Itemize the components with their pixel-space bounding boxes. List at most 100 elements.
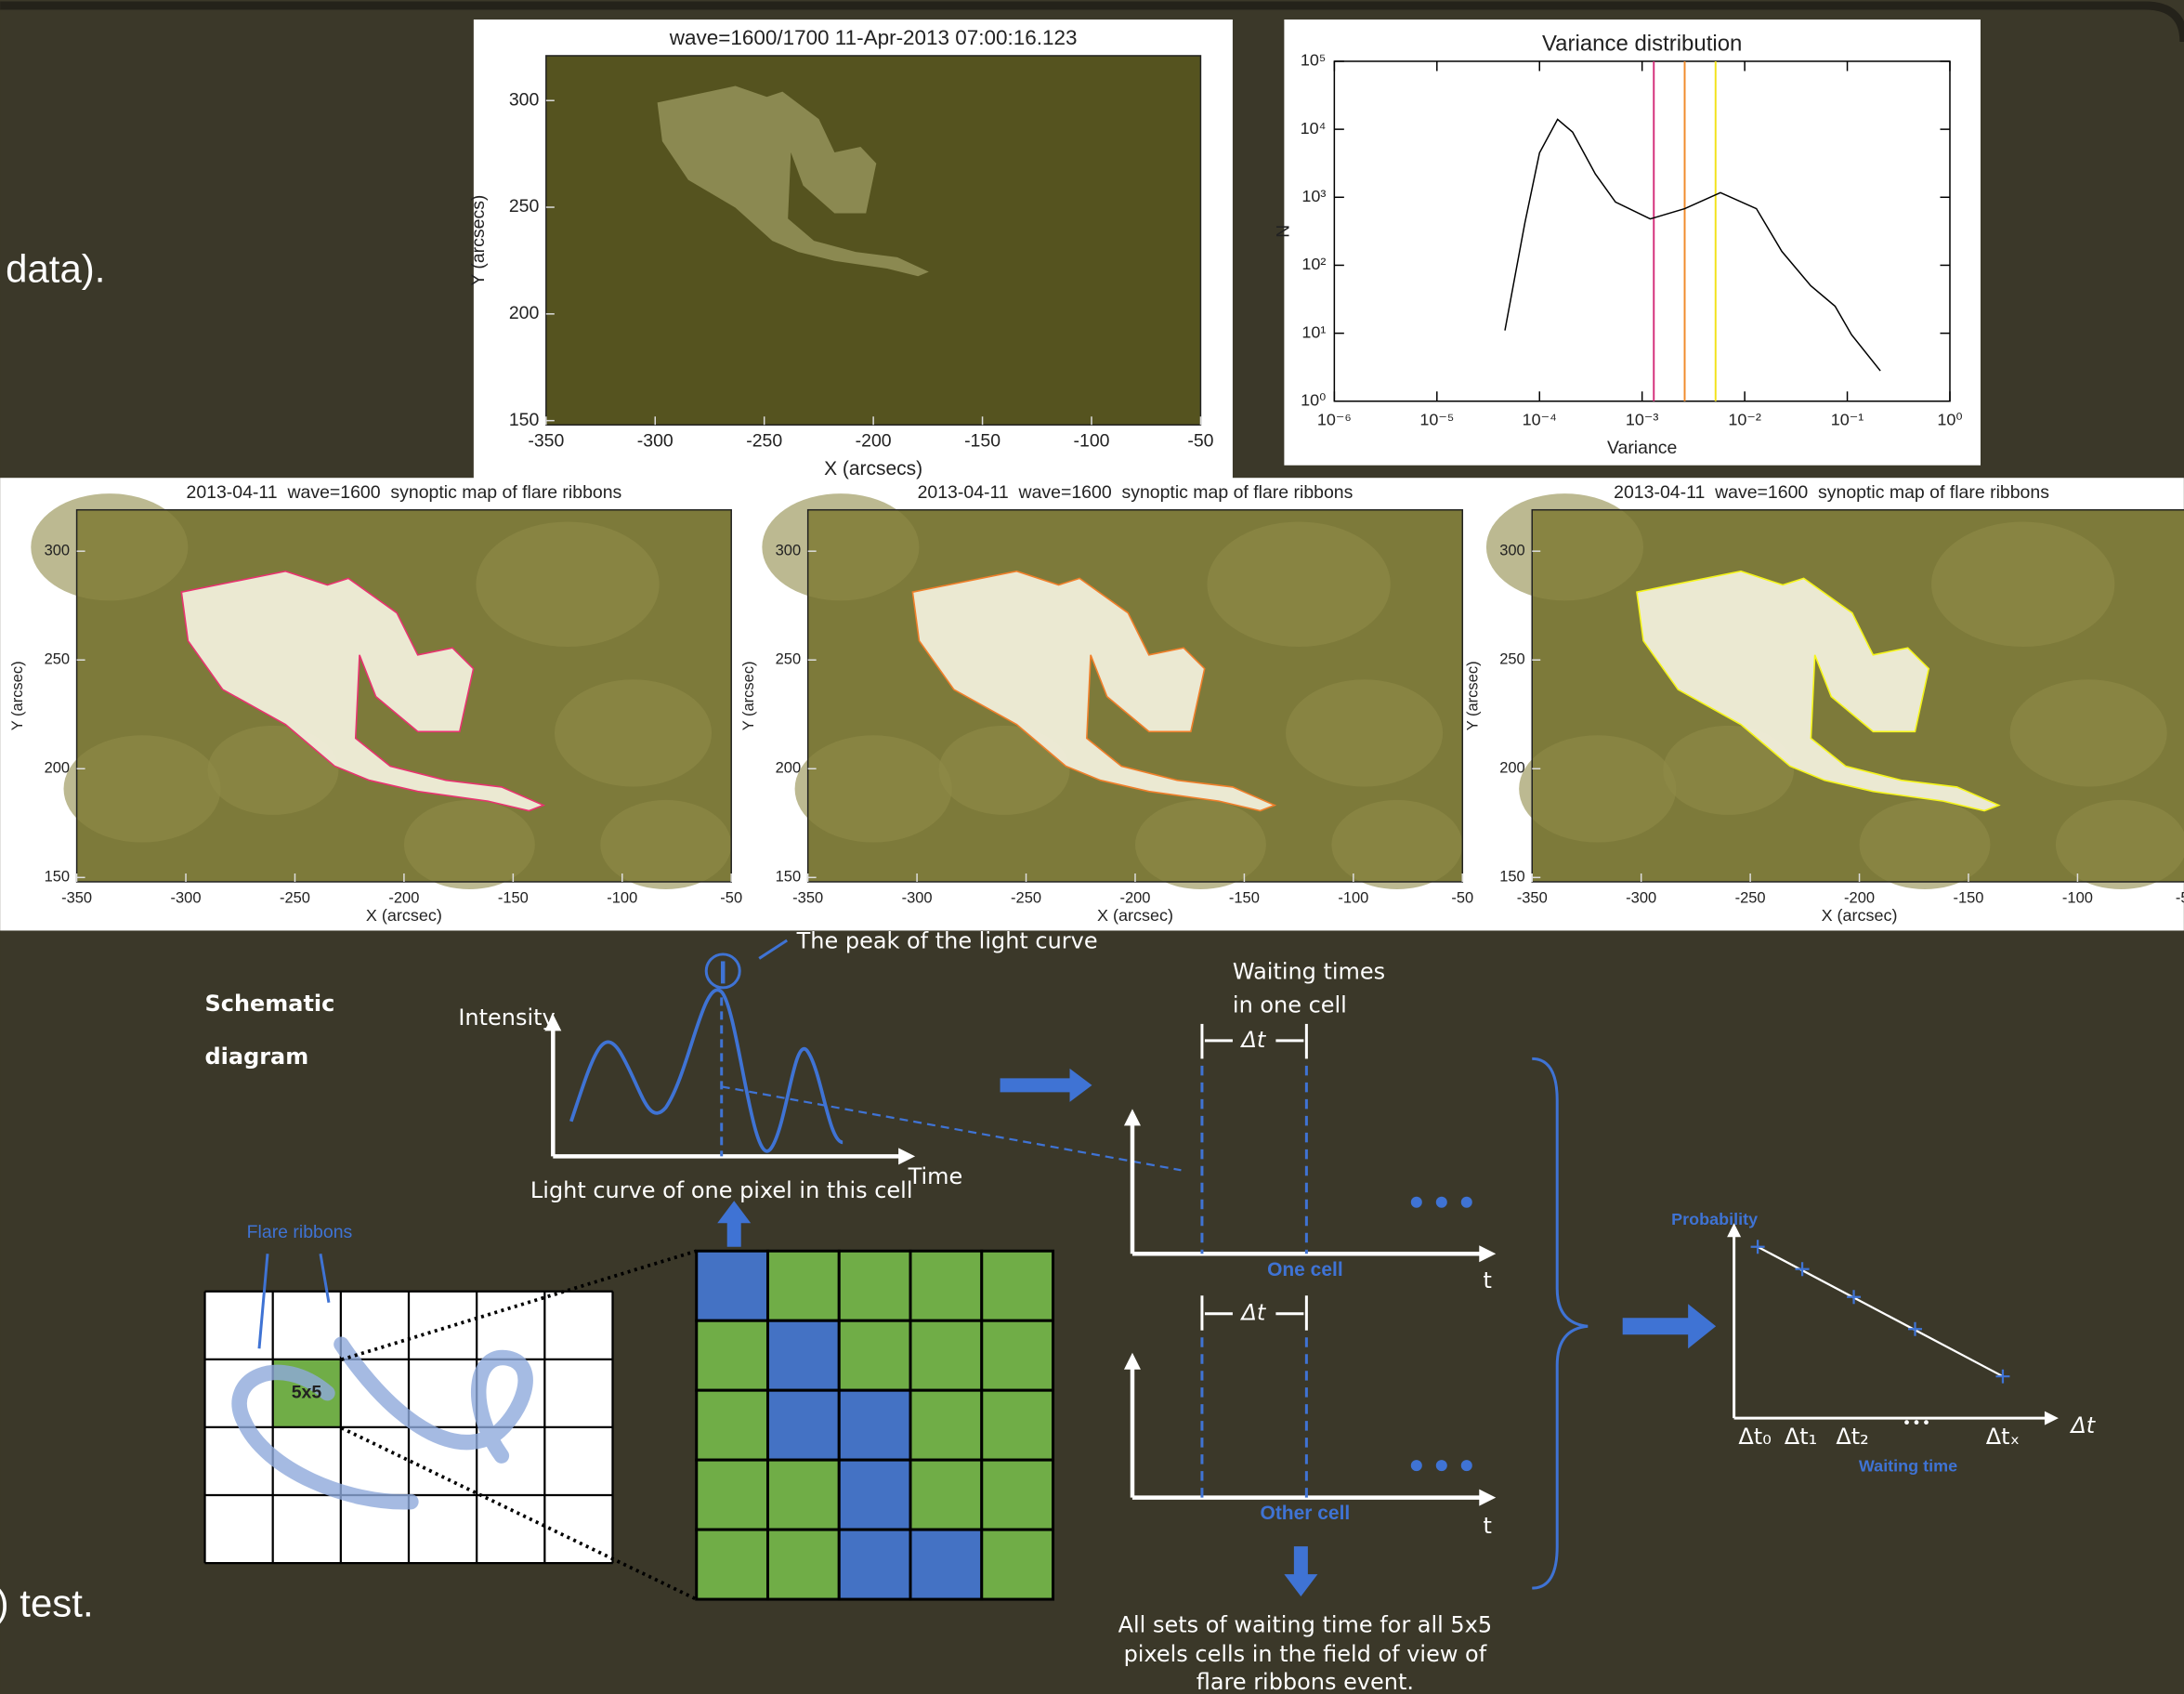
x-tick-label: -250 — [280, 889, 310, 906]
chart-title: Variance distribution — [1542, 31, 1742, 56]
texture — [1519, 735, 1676, 842]
x-tick-label: 10⁻⁵ — [1419, 411, 1454, 429]
label: Other cell — [1261, 1503, 1351, 1524]
chart-title: 2013-04-11 wave=1600 synoptic map of fla… — [187, 482, 622, 503]
tick-label: Δt₁ — [1785, 1424, 1817, 1450]
texture — [555, 679, 712, 786]
caption: pixels cells in the field of view of — [1124, 1641, 1487, 1667]
y-tick-label: 300 — [1499, 543, 1525, 559]
texture — [1207, 522, 1390, 647]
cell — [839, 1530, 910, 1599]
cell — [910, 1251, 982, 1320]
cell — [767, 1251, 839, 1320]
x-tick-label: -300 — [637, 430, 674, 451]
x-tick-label: 10⁻⁴ — [1523, 411, 1557, 429]
x-tick-label: 10⁻¹ — [1831, 411, 1864, 429]
cell — [697, 1460, 768, 1530]
y-tick-label: 150 — [776, 869, 802, 886]
cell — [982, 1390, 1053, 1460]
schematic-title: diagram — [205, 1044, 309, 1070]
y-axis-label: Y (arcsec) — [1465, 661, 1482, 730]
x-tick-label: -150 — [964, 430, 1000, 451]
texture — [1860, 800, 1991, 889]
axis-label: Probability — [1671, 1210, 1758, 1228]
cell — [982, 1460, 1053, 1530]
texture — [1286, 679, 1443, 786]
y-axis-label: Y (arcsecs) — [468, 195, 489, 286]
texture — [64, 735, 221, 842]
caption: All sets of waiting time for all 5x5 — [1118, 1612, 1492, 1638]
image — [546, 56, 1201, 425]
texture — [600, 800, 731, 889]
caption: flare ribbons event. — [1197, 1669, 1414, 1694]
cell — [982, 1530, 1053, 1599]
cell — [982, 1320, 1053, 1390]
x-tick-label: -200 — [388, 889, 419, 906]
x-tick-label: -200 — [1119, 889, 1150, 906]
y-tick-label: 200 — [509, 303, 540, 323]
x-axis-label: X (arcsecs) — [824, 458, 922, 479]
x-axis-label: X (arcsec) — [366, 906, 442, 925]
cell — [982, 1251, 1053, 1320]
x-axis-label: X (arcsec) — [1097, 906, 1173, 925]
cell — [910, 1460, 982, 1530]
y-tick-label: 10¹ — [1301, 322, 1326, 341]
cell — [697, 1251, 768, 1320]
x-tick-label: -250 — [746, 430, 782, 451]
cell — [910, 1320, 982, 1390]
y-tick-label: 10⁰ — [1301, 391, 1326, 410]
y-axis-label: N — [1274, 225, 1294, 238]
y-tick-label: 200 — [1499, 760, 1525, 777]
chart-title: 2013-04-11 wave=1600 synoptic map of fla… — [1614, 482, 2049, 503]
fragment: data). — [6, 246, 105, 290]
y-axis-label: Y (arcsec) — [9, 661, 26, 730]
axis-label: Intensity — [458, 1005, 555, 1031]
x-tick-label: -250 — [1735, 889, 1766, 906]
y-tick-label: 10⁴ — [1301, 119, 1327, 138]
page: data). ) test. -350-300-250-200-150-100-… — [0, 0, 2184, 1694]
cell — [910, 1530, 982, 1599]
x-tick-label: 10⁻² — [1728, 411, 1761, 429]
x-tick-label: 10⁻³ — [1626, 411, 1659, 429]
x-tick-label: -150 — [498, 889, 529, 906]
x-tick-label: -350 — [792, 889, 823, 906]
cell — [767, 1390, 839, 1460]
y-tick-label: 250 — [509, 196, 540, 217]
axis-label: Δt — [2069, 1412, 2096, 1438]
delta-label: Δt — [1240, 1027, 1267, 1053]
y-tick-label: 10⁵ — [1301, 51, 1326, 70]
cell — [767, 1320, 839, 1390]
axis-label: Waiting time — [1859, 1456, 1957, 1475]
x-tick-label: -300 — [171, 889, 202, 906]
x-tick-label: -300 — [1626, 889, 1656, 906]
x-tick-label: -50 — [2176, 889, 2184, 906]
tick-label: Δtₓ — [1986, 1424, 2020, 1450]
x-tick-label: 10⁰ — [1937, 411, 1962, 429]
label: Flare ribbons — [247, 1222, 353, 1242]
x-tick-label: -350 — [1517, 889, 1548, 906]
cell — [910, 1390, 982, 1460]
x-tick-label: -50 — [1451, 889, 1473, 906]
cell — [839, 1460, 910, 1530]
y-tick-label: 250 — [45, 651, 71, 668]
caption: Light curve of one pixel in this cell — [530, 1177, 913, 1203]
x-tick-label: -150 — [1953, 889, 1983, 906]
x-tick-label: -100 — [1338, 889, 1368, 906]
x-tick-label: 10⁻⁶ — [1317, 411, 1352, 429]
x-tick-label: -100 — [1074, 430, 1110, 451]
x-tick-label: -300 — [902, 889, 933, 906]
x-tick-label: -50 — [720, 889, 742, 906]
y-axis-label: Y (arcsec) — [740, 661, 757, 730]
plot-area — [1334, 61, 1950, 401]
x-tick-label: -250 — [1011, 889, 1041, 906]
y-tick-label: 150 — [1499, 869, 1525, 886]
x-tick-label: -200 — [1844, 889, 1875, 906]
y-tick-label: 200 — [45, 760, 71, 777]
y-tick-label: 300 — [509, 89, 540, 110]
x-axis-label: X (arcsec) — [1822, 906, 1898, 925]
texture — [1331, 800, 1462, 889]
chart-title: 2013-04-11 wave=1600 synoptic map of fla… — [918, 482, 1354, 503]
y-tick-label: 300 — [776, 543, 802, 559]
label: 5x5 — [292, 1382, 322, 1402]
x-tick-label: -100 — [2062, 889, 2093, 906]
